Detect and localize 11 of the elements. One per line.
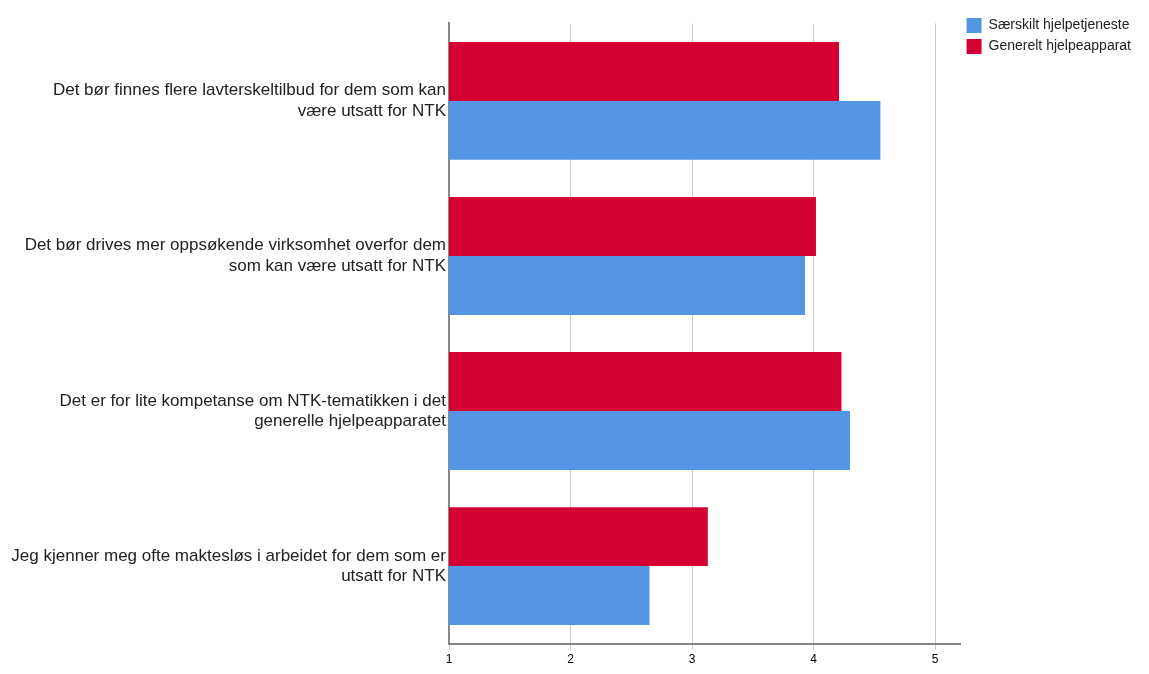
x-tick-label: 2 xyxy=(567,652,575,667)
legend-label: Særskilt hjelpetjeneste xyxy=(988,16,1130,33)
x-tick-label: 3 xyxy=(688,652,696,667)
y-tick-label: Det er for lite kompetanse om NTK-tematikken i det generelle hjelpeapparatet xyxy=(59,390,447,430)
y-tick-label: Jeg kjenner meg ofte maktesløs i arbeidet for dem som er utsatt for NTK xyxy=(11,545,447,585)
y-tick-label: Det bør drives mer oppsøkende virksomhet overfor dem som kan være utsatt for NTK xyxy=(24,235,447,275)
x-tick-label: 1 xyxy=(445,652,453,667)
legend-label: Generelt hjelpeapparat xyxy=(988,37,1132,54)
x-tick-label: 4 xyxy=(810,652,818,667)
x-tick-label: 5 xyxy=(931,652,939,667)
y-tick-label: Det bør finnes flere lavterskeltilbud for dem som kan være utsatt for NTK xyxy=(52,80,447,120)
